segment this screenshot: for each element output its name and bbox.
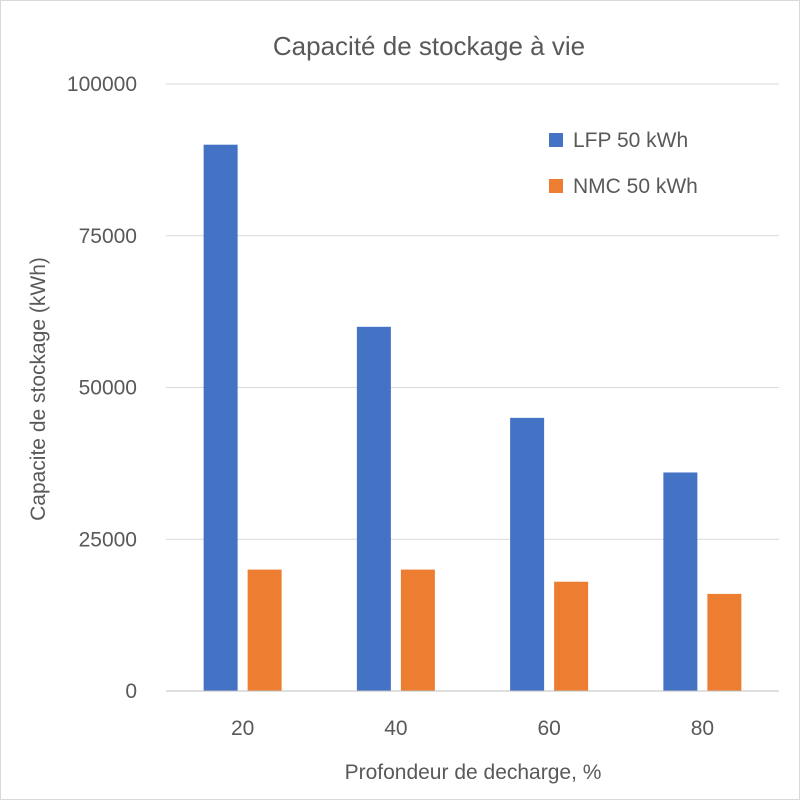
y-tick-label: 50000 <box>79 377 137 400</box>
legend-entry: NMC 50 kWh <box>573 175 698 198</box>
y-tick-label: 0 <box>125 680 137 703</box>
bar-lfp-60 <box>510 417 545 691</box>
legend: LFP 50 kWh NMC 50 kWh <box>549 129 698 198</box>
bars <box>166 144 779 692</box>
y-axis-label: Capacite de stockage (kWh) <box>27 257 50 521</box>
y-tick-label: 25000 <box>79 528 137 551</box>
legend-swatch <box>549 133 563 147</box>
x-axis-ticks: 20 40 60 80 <box>231 717 714 740</box>
legend-swatch <box>549 179 563 193</box>
x-tick-label: 40 <box>384 717 407 740</box>
y-tick-label: 100000 <box>67 73 137 96</box>
bar-lfp-80 <box>663 472 698 691</box>
chart-title: Capacité de stockage à vie <box>273 31 585 61</box>
y-axis-ticks: 0 25000 50000 75000 100000 <box>67 73 137 703</box>
bar-nmc-40 <box>400 569 435 691</box>
y-tick-label: 75000 <box>79 225 137 248</box>
bar-nmc-20 <box>247 569 282 691</box>
x-axis-label: Profondeur de decharge, % <box>345 761 602 784</box>
bar-lfp-20 <box>203 144 238 691</box>
legend-entry: LFP 50 kWh <box>573 129 688 152</box>
x-tick-label: 20 <box>231 717 254 740</box>
bar-nmc-60 <box>554 581 589 691</box>
x-tick-label: 60 <box>537 717 560 740</box>
x-tick-label: 80 <box>691 717 714 740</box>
bar-nmc-80 <box>707 593 742 691</box>
bar-lfp-40 <box>356 326 391 691</box>
